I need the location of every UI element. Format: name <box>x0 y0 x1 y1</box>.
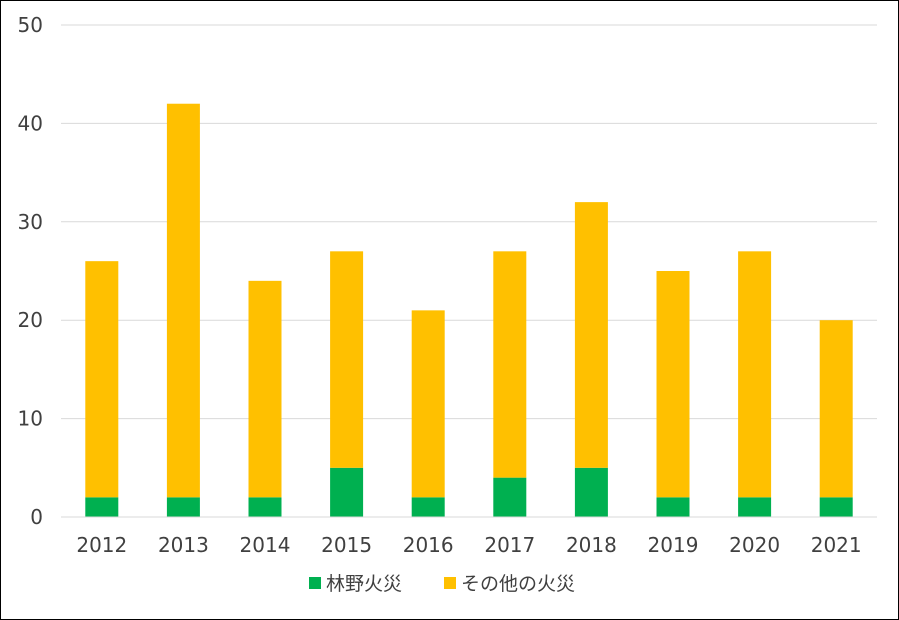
y-tick-label-20: 20 <box>18 308 43 332</box>
x-tick-label-2015: 2015 <box>321 533 372 557</box>
x-tick-label-2020: 2020 <box>729 533 780 557</box>
x-tick-label-2018: 2018 <box>566 533 617 557</box>
bar-2012-series-0 <box>85 497 119 517</box>
x-tick-label-2012: 2012 <box>76 533 127 557</box>
bar-2016-series-1 <box>411 310 445 498</box>
bar-2015-series-0 <box>330 467 364 517</box>
bar-2018-series-0 <box>574 467 608 517</box>
y-tick-label-10: 10 <box>18 407 43 431</box>
bar-2019-series-0 <box>656 497 690 517</box>
x-tick-label-2014: 2014 <box>240 533 291 557</box>
bar-2021-series-0 <box>819 497 853 517</box>
y-tick-label-0: 0 <box>30 505 43 529</box>
x-tick-label-2017: 2017 <box>484 533 535 557</box>
x-tick-label-2021: 2021 <box>811 533 862 557</box>
legend-label-other-fire: その他の火災 <box>461 573 575 595</box>
bar-2017-series-0 <box>493 477 527 517</box>
y-tick-label-50: 50 <box>18 13 43 37</box>
bar-2015-series-1 <box>330 251 364 468</box>
bar-2020-series-0 <box>738 497 772 517</box>
bar-2013-series-0 <box>166 497 200 517</box>
bar-2017-series-1 <box>493 251 527 478</box>
legend-label-forest-fire: 林野火災 <box>326 573 402 595</box>
bar-2014-series-1 <box>248 280 282 498</box>
x-tick-label-2013: 2013 <box>158 533 209 557</box>
y-tick-label-40: 40 <box>18 111 43 135</box>
legend-swatch-forest-fire <box>309 577 321 589</box>
bar-2021-series-1 <box>819 320 853 498</box>
bar-2019-series-1 <box>656 271 690 498</box>
y-tick-label-30: 30 <box>18 210 43 234</box>
axes: 0 10 20 30 40 50 2012 2013 2014 2015 2016 2017 2018 2… <box>18 13 877 557</box>
bar-2016-series-0 <box>411 497 445 517</box>
bar-2020-series-1 <box>738 251 772 498</box>
bar-2013-series-1 <box>166 103 200 498</box>
bar-2014-series-0 <box>248 497 282 517</box>
x-tick-label-2016: 2016 <box>403 533 454 557</box>
bar-2012-series-1 <box>85 261 119 498</box>
legend: 林野火災 その他の火災 <box>309 573 575 595</box>
x-tick-label-2019: 2019 <box>648 533 699 557</box>
bar-2018-series-1 <box>574 202 608 468</box>
bars <box>85 103 853 517</box>
legend-swatch-other-fire <box>444 577 456 589</box>
